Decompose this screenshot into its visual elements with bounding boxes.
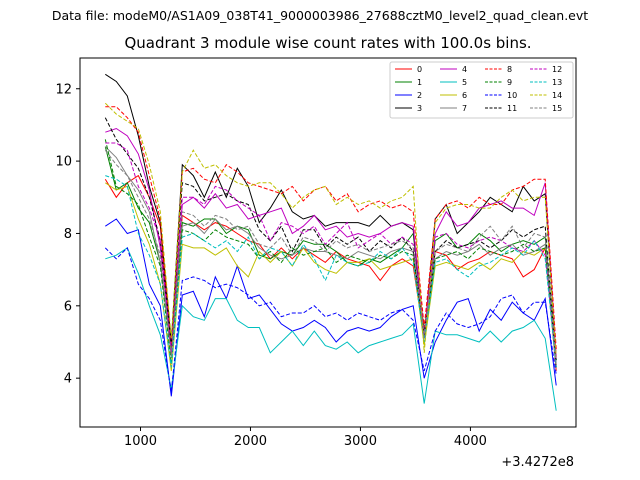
series-line-15 [104, 149, 557, 364]
y-tick-label: 4 [64, 372, 72, 387]
y-tick-label: 12 [55, 82, 72, 97]
legend-label-12: 12 [552, 65, 562, 74]
x-offset-label: +3.4272e8 [501, 455, 574, 470]
series-line-13 [105, 175, 557, 368]
legend-label-7: 7 [462, 104, 467, 113]
y-tick-label: 6 [64, 299, 72, 314]
legend-label-2: 2 [417, 91, 422, 100]
x-tick-label: 2000 [234, 434, 267, 449]
legend-label-15: 15 [552, 104, 562, 113]
series-line-8 [105, 106, 557, 350]
legend-label-3: 3 [417, 104, 422, 113]
series-line-6 [105, 182, 557, 371]
series-line-12 [105, 142, 557, 361]
legend-label-0: 0 [417, 65, 422, 74]
legend-label-6: 6 [462, 91, 467, 100]
y-axis: 4 6 8 10 12 [55, 82, 80, 387]
x-axis: 1000 2000 3000 4000 [124, 427, 487, 449]
series-line-4 [105, 127, 557, 357]
legend-label-9: 9 [507, 78, 512, 87]
legend-label-8: 8 [507, 65, 512, 74]
suptitle: Data file: modeM0/AS1A09_038T41_90000039… [52, 8, 588, 23]
legend-label-13: 13 [552, 78, 562, 87]
series-line-5 [105, 247, 557, 411]
y-tick-label: 8 [64, 227, 72, 242]
legend-label-14: 14 [552, 91, 562, 100]
legend-label-10: 10 [507, 91, 517, 100]
legend-label-5: 5 [462, 78, 467, 87]
chart-title: Quadrant 3 module wise count rates with … [124, 34, 531, 52]
legend-label-4: 4 [462, 65, 467, 74]
series-line-0 [104, 174, 557, 371]
legend-label-1: 1 [417, 78, 422, 87]
series-line-14 [104, 102, 557, 357]
series-line-2 [105, 218, 557, 397]
x-tick-label: 4000 [454, 434, 487, 449]
plot-frame [79, 57, 577, 428]
x-tick-label: 3000 [344, 434, 377, 449]
x-tick-label: 1000 [124, 434, 157, 449]
plot-lines [104, 73, 557, 411]
series-line-10 [104, 246, 557, 393]
legend-frame [389, 61, 574, 119]
legend-label-11: 11 [507, 104, 517, 113]
y-tick-label: 10 [55, 155, 72, 170]
